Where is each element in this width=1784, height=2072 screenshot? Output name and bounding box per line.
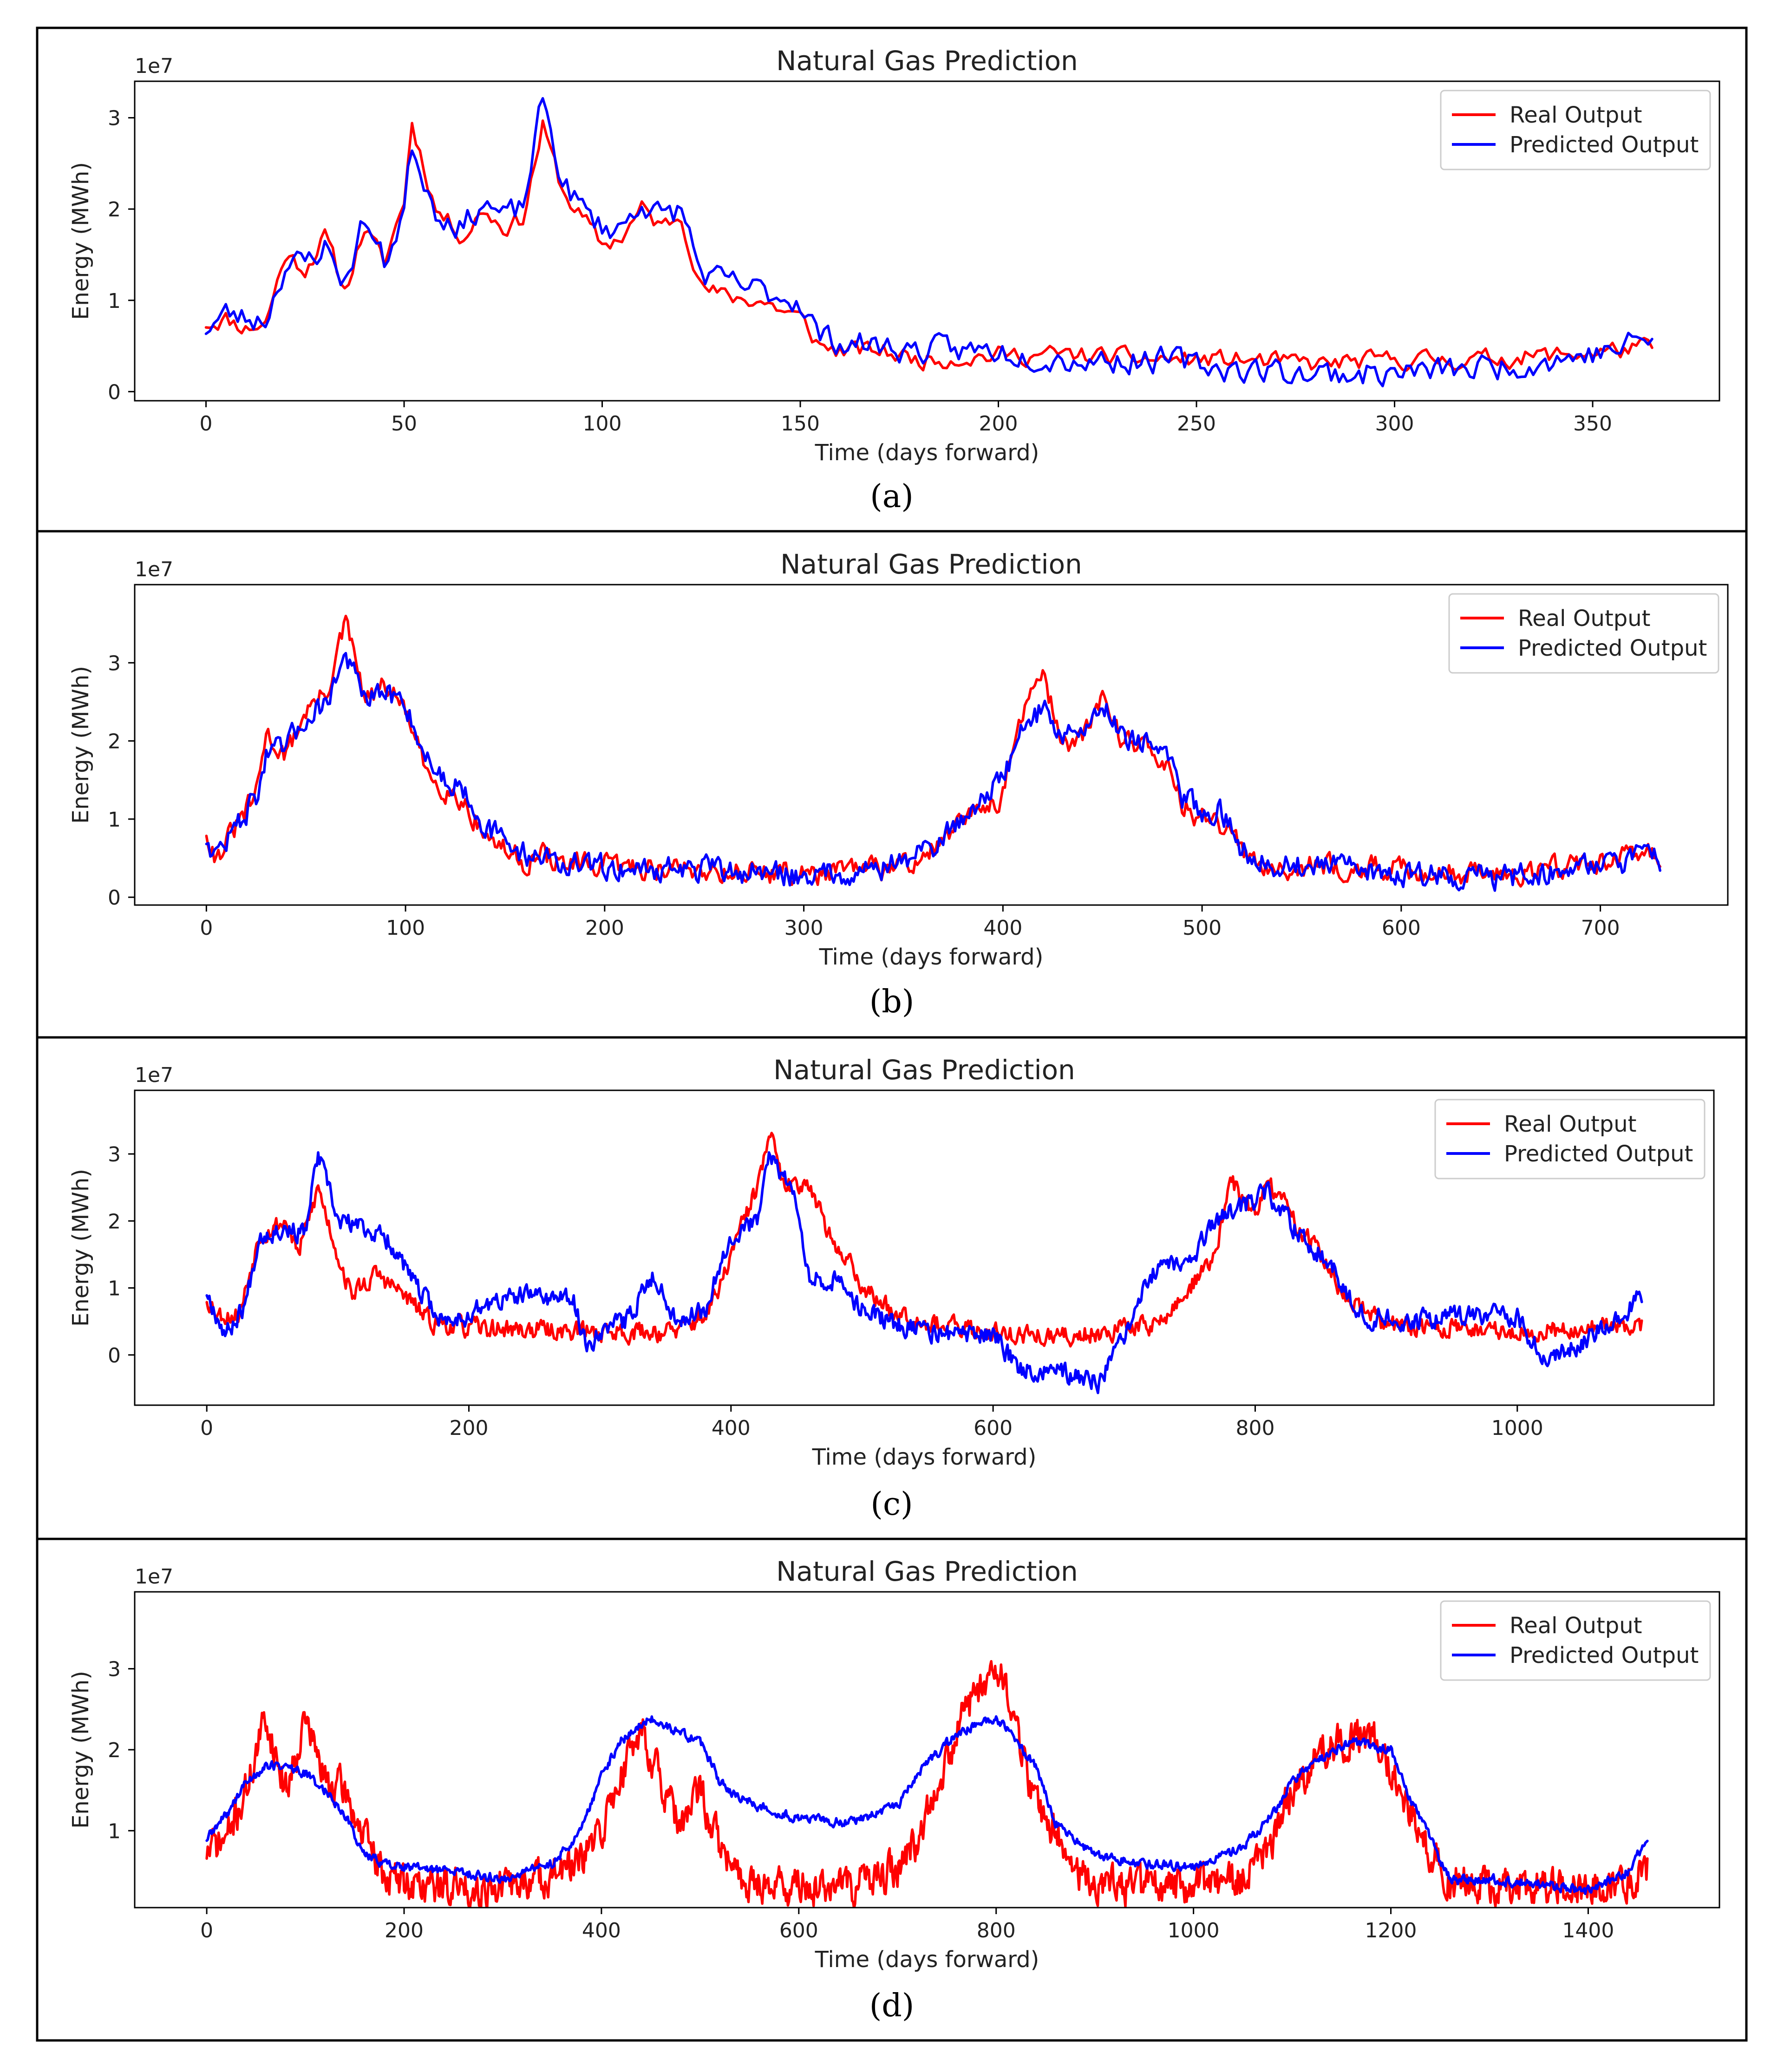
legend: Real Output Predicted Output (1440, 90, 1711, 170)
y-tick-label: 1 (108, 808, 121, 832)
x-tick-label: 1000 (1168, 1919, 1220, 1942)
y-tick-label: 2 (108, 1210, 121, 1233)
x-tick-label: 100 (583, 412, 622, 436)
panel-caption: (d) (869, 1987, 915, 2024)
y-offset-label: 1e7 (135, 54, 173, 78)
legend-label-real: Real Output (1518, 606, 1650, 632)
legend-label-predicted: Predicted Output (1510, 132, 1699, 158)
x-tick-label: 600 (1382, 916, 1421, 940)
real-output-line (204, 119, 1653, 372)
x-tick-label: 200 (585, 916, 624, 940)
y-tick-label: 1 (108, 1819, 121, 1843)
legend-label-predicted: Predicted Output (1518, 635, 1707, 661)
predicted-output-line (205, 1151, 1643, 1394)
axes-frame (134, 1089, 1715, 1406)
legend-label-real: Real Output (1504, 1111, 1636, 1137)
x-tick-label: 600 (779, 1919, 818, 1942)
x-tick-label: 100 (386, 916, 425, 940)
y-axis-label: Energy (MWh) (68, 666, 94, 824)
chart-title: Natural Gas Prediction (776, 45, 1078, 77)
x-tick-label: 50 (391, 412, 417, 436)
y-tick-label: 0 (108, 380, 121, 404)
y-tick-label: 2 (108, 730, 121, 754)
x-tick-label: 300 (1375, 412, 1414, 436)
x-tick-label: 200 (450, 1416, 489, 1440)
chart-title: Natural Gas Prediction (776, 1556, 1078, 1587)
y-tick-label: 0 (108, 886, 121, 910)
x-tick-label: 400 (712, 1416, 751, 1440)
legend-box (1440, 1600, 1711, 1681)
y-tick-label: 2 (108, 198, 121, 222)
legend-label-predicted: Predicted Output (1504, 1141, 1693, 1167)
y-tick-label: 3 (108, 652, 121, 675)
x-tick-label: 800 (1235, 1416, 1274, 1440)
x-axis-label: Time (days forward) (815, 440, 1039, 466)
x-axis-label: Time (days forward) (812, 1444, 1037, 1470)
x-tick-label: 1400 (1562, 1919, 1614, 1942)
y-tick-label: 1 (108, 289, 121, 313)
y-offset-label: 1e7 (135, 558, 173, 581)
chart-panel-c: 0 200 400 600 800 1000 0 1 2 3 1e7 Natural Gas Pred… (36, 1036, 1748, 1540)
x-tick-label: 500 (1183, 916, 1222, 940)
predicted-output-line (205, 1715, 1649, 1896)
panel-caption: (c) (870, 1486, 913, 1523)
legend-label-real: Real Output (1510, 102, 1642, 128)
legend-box (1440, 90, 1711, 170)
axes-frame (134, 584, 1729, 906)
y-tick-label: 3 (108, 107, 121, 130)
legend-box (1448, 593, 1719, 674)
x-tick-label: 200 (979, 412, 1018, 436)
chart-title: Natural Gas Prediction (773, 1054, 1075, 1086)
chart-panel-b: 0 100 200 300 400 500 600 700 0 1 2 3 1e7 Natural Gas… (36, 530, 1748, 1039)
panel-caption: (a) (870, 478, 914, 515)
chart-panel-d: 0 200 400 600 800 1000 1200 1400 1 2 3 1e7 Natural G… (36, 1538, 1748, 2042)
x-tick-label: 1000 (1491, 1416, 1543, 1440)
legend-box (1434, 1099, 1706, 1179)
x-tick-label: 400 (582, 1919, 621, 1942)
x-tick-label: 0 (200, 916, 213, 940)
legend: Real Output Predicted Output (1440, 1600, 1711, 1681)
panel-caption: (b) (869, 984, 915, 1020)
x-tick-label: 800 (977, 1919, 1016, 1942)
y-tick-label: 0 (108, 1344, 121, 1368)
x-tick-label: 350 (1573, 412, 1612, 436)
y-tick-label: 2 (108, 1739, 121, 1762)
real-output-line (205, 614, 1661, 888)
y-offset-label: 1e7 (135, 1063, 173, 1087)
predicted-output-line (204, 97, 1653, 388)
legend: Real Output Predicted Output (1434, 1099, 1706, 1179)
x-tick-label: 600 (974, 1416, 1013, 1440)
y-tick-label: 3 (108, 1143, 121, 1166)
x-tick-label: 700 (1581, 916, 1620, 940)
panel-border (36, 1538, 1748, 2042)
x-tick-label: 0 (200, 412, 213, 436)
axes-frame (134, 80, 1720, 402)
predicted-output-line (205, 652, 1661, 892)
x-tick-label: 0 (200, 1416, 213, 1440)
chart-panel-a: 0 50 100 150 200 250 300 350 0 1 2 3 1e7 Natural Gas … (36, 26, 1748, 533)
x-axis-label: Time (days forward) (819, 944, 1044, 970)
x-tick-label: 150 (781, 412, 820, 436)
x-tick-label: 0 (200, 1919, 213, 1942)
legend: Real Output Predicted Output (1448, 593, 1719, 674)
legend-label-real: Real Output (1510, 1613, 1642, 1639)
legend-label-predicted: Predicted Output (1510, 1642, 1699, 1668)
x-tick-label: 300 (784, 916, 823, 940)
x-tick-label: 400 (983, 916, 1022, 940)
x-tick-label: 200 (385, 1919, 424, 1942)
y-offset-label: 1e7 (135, 1565, 173, 1589)
real-output-line (205, 1660, 1649, 1908)
chart-title: Natural Gas Prediction (780, 548, 1082, 580)
x-tick-label: 1200 (1365, 1919, 1417, 1942)
x-axis-label: Time (days forward) (815, 1947, 1039, 1973)
x-tick-label: 250 (1177, 412, 1216, 436)
y-tick-label: 3 (108, 1658, 121, 1681)
y-axis-label: Energy (MWh) (68, 1671, 94, 1829)
y-axis-label: Energy (MWh) (68, 162, 94, 320)
y-tick-label: 1 (108, 1277, 121, 1301)
y-axis-label: Energy (MWh) (68, 1169, 94, 1327)
